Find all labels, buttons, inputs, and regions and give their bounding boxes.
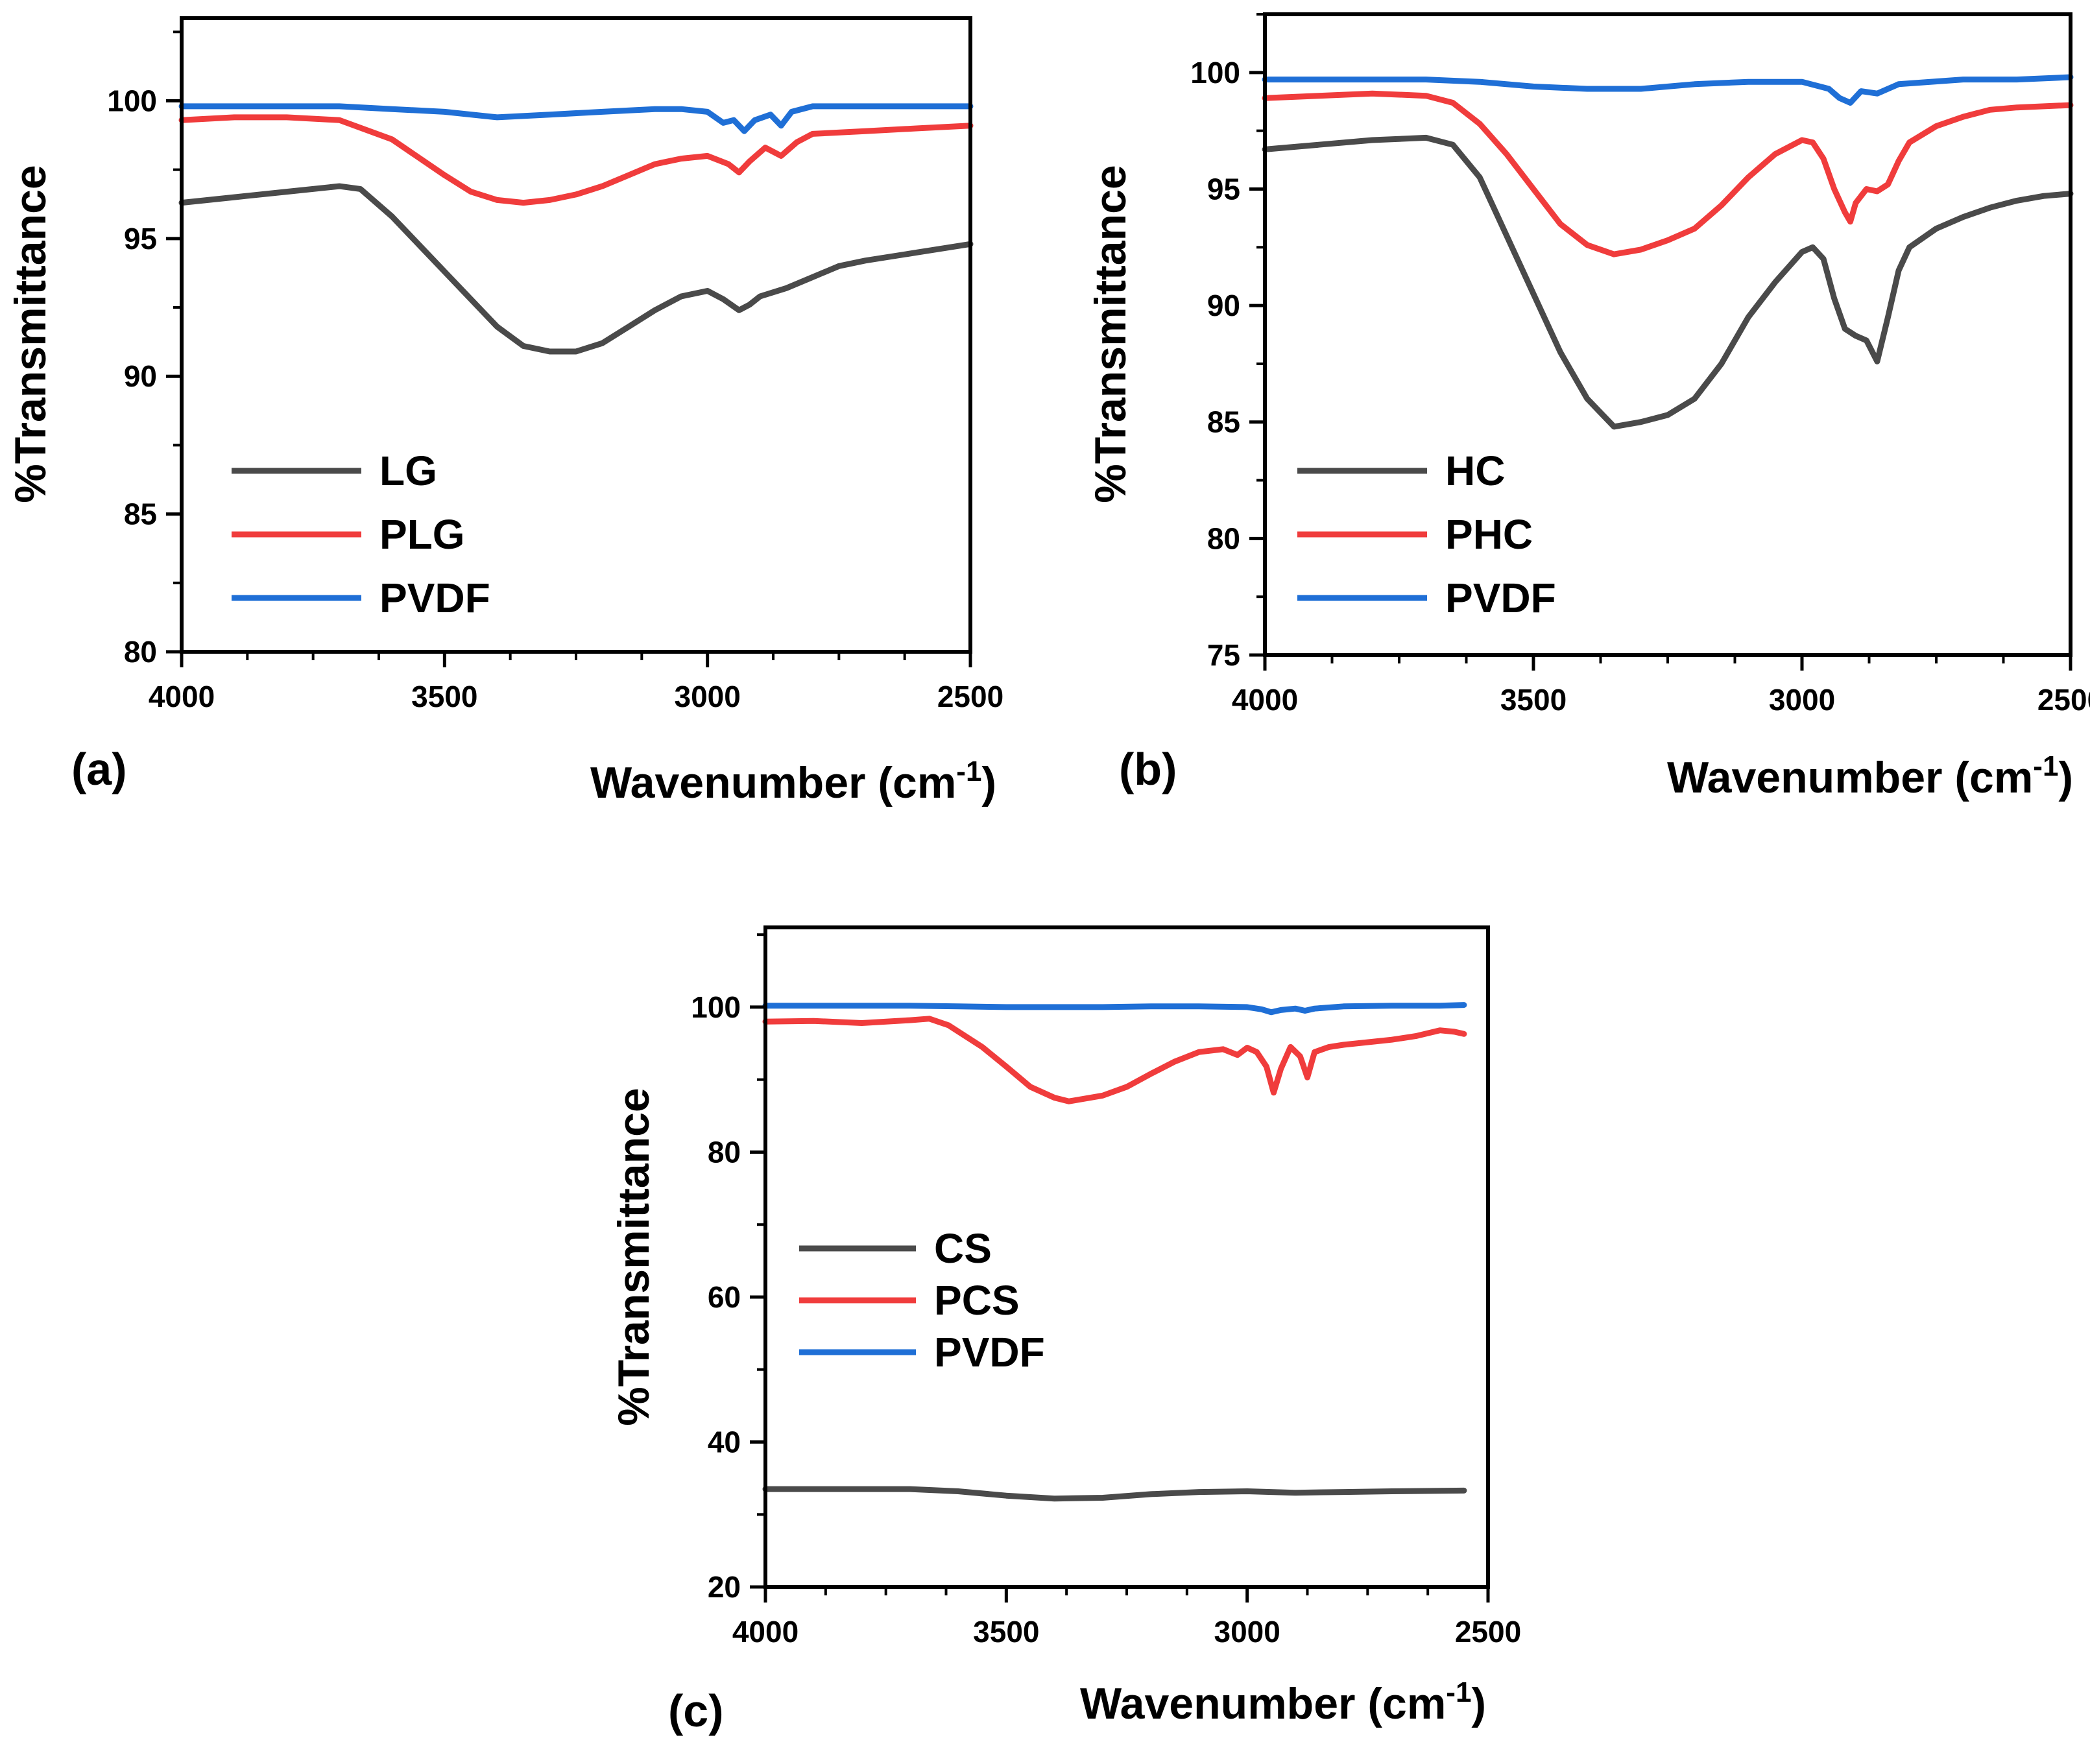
x-axis-title-close: ) <box>1471 1679 1486 1728</box>
legend-label-phc: PHC <box>1445 511 1533 558</box>
legend-label-pvdf: PVDF <box>1445 575 1556 621</box>
legend-label-lg: LG <box>379 447 437 494</box>
y-tick-label: 75 <box>1207 638 1240 672</box>
y-tick-label: 20 <box>708 1570 741 1604</box>
x-tick-label: 3500 <box>1500 683 1567 717</box>
y-tick-label: 90 <box>1207 289 1240 322</box>
y-tick-label: 60 <box>708 1280 741 1314</box>
y-tick-label: 40 <box>708 1425 741 1459</box>
legend-label-pvdf: PVDF <box>934 1329 1045 1376</box>
x-tick-label: 4000 <box>1232 683 1298 717</box>
chart-panel-c: 4000 3500 3000 2500 20 40 60 80 100 CS PCS PVDF %Tra… <box>609 925 1521 1736</box>
legend-label-pvdf: PVDF <box>379 575 490 621</box>
y-axis-title: %Transmittance <box>6 165 55 503</box>
panel-label: (c) <box>668 1686 724 1736</box>
series-line-pcs <box>762 1016 1467 1104</box>
x-tick-label: 3000 <box>1769 683 1835 717</box>
y-tick-label: 100 <box>691 990 741 1024</box>
y-tick-label: 80 <box>708 1135 741 1169</box>
x-axis-title-sup: -1 <box>2033 750 2058 782</box>
panel-label: (a) <box>71 744 127 794</box>
y-tick-label: 80 <box>124 635 157 669</box>
y-tick-label: 80 <box>1207 521 1240 555</box>
y-axis-title: %Transmittance <box>609 1088 658 1426</box>
legend-label-cs: CS <box>934 1225 992 1272</box>
chart-panel-a: 4000 3500 3000 2500 80 85 90 95 100 LG PLG PVDF %Tra… <box>6 16 1003 807</box>
y-axis-title: %Transmittance <box>1086 165 1135 503</box>
series-line-pvdf <box>762 1002 1467 1016</box>
series-line-lg <box>178 183 974 355</box>
series-line-plg <box>178 114 974 206</box>
series-line-cs <box>762 1486 1467 1502</box>
x-tick-label: 3000 <box>1214 1615 1280 1649</box>
series-line-pvdf <box>1262 74 2074 106</box>
panel-label: (b) <box>1119 744 1177 794</box>
y-tick-label: 85 <box>1207 405 1240 439</box>
legend-label-plg: PLG <box>379 511 465 558</box>
series-line-pvdf <box>178 103 974 134</box>
y-tick-label: 85 <box>124 497 157 531</box>
y-tick-label: 95 <box>124 222 157 256</box>
x-axis-title: Wavenumber (cm-1) <box>1667 750 2073 802</box>
x-tick-label: 3500 <box>973 1615 1039 1649</box>
x-axis-title-close: ) <box>981 758 996 807</box>
x-axis-title-main: Wavenumber (cm <box>1080 1679 1446 1728</box>
x-axis-title: Wavenumber (cm-1) <box>1080 1676 1486 1728</box>
y-tick-label: 95 <box>1207 172 1240 206</box>
y-tick-label: 100 <box>1190 56 1240 89</box>
legend-label-hc: HC <box>1445 447 1505 494</box>
x-axis-title-close: ) <box>2058 753 2073 802</box>
x-tick-label: 4000 <box>732 1615 799 1649</box>
x-axis-title-main: Wavenumber (cm <box>1667 753 2033 802</box>
x-axis-title-sup: -1 <box>956 756 981 787</box>
plot-frame <box>1263 12 2072 657</box>
x-tick-label: 3500 <box>411 680 477 713</box>
y-tick-label: 90 <box>124 359 157 393</box>
legend-label-pcs: PCS <box>934 1277 1020 1324</box>
y-tick-label: 100 <box>107 84 157 117</box>
x-axis-title-sup: -1 <box>1446 1676 1471 1708</box>
x-axis-title: Wavenumber (cm-1) <box>590 756 996 807</box>
chart-panel-b: 4000 3500 3000 2500 75 80 85 90 95 100 HC PHC PVDF %T… <box>1086 12 2090 802</box>
x-axis-title-main: Wavenumber (cm <box>590 758 956 807</box>
x-tick-label: 2500 <box>1455 1615 1521 1649</box>
x-tick-label: 2500 <box>2037 683 2090 717</box>
x-tick-label: 3000 <box>674 680 740 713</box>
series-line-phc <box>1262 90 2074 257</box>
series-line-hc <box>1262 134 2074 430</box>
x-tick-label: 4000 <box>149 680 215 713</box>
x-tick-label: 2500 <box>937 680 1003 713</box>
